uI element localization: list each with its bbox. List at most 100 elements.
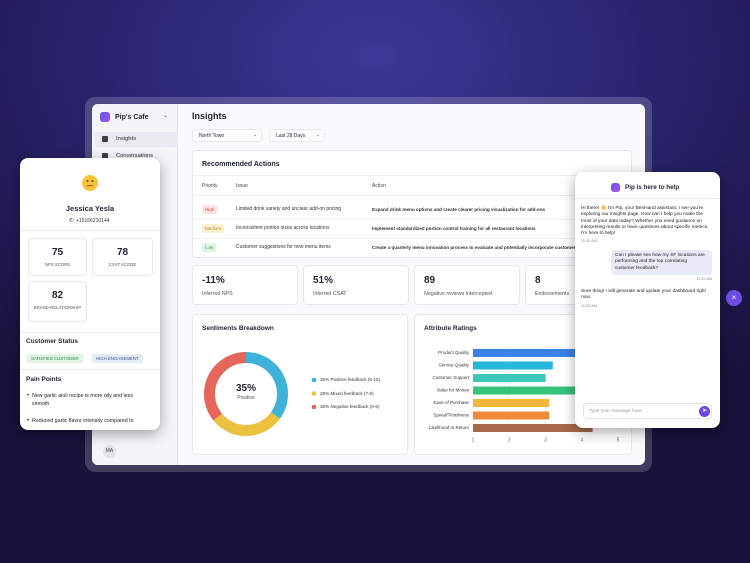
score-value: 78 bbox=[116, 247, 129, 258]
x-tick-label: 4 bbox=[580, 437, 583, 443]
score-label: BRAND RELATIONSHIP bbox=[33, 305, 82, 310]
legend-label: 36% Negative feedback (0-6) bbox=[320, 404, 380, 409]
issue-text: Limited drink variety and unclear add-on… bbox=[236, 206, 342, 212]
donut-center-caption: Positive bbox=[237, 395, 255, 401]
bullet: • bbox=[27, 393, 30, 399]
customer-emoji bbox=[82, 175, 98, 191]
section-title: Customer Status bbox=[26, 338, 79, 345]
send-button[interactable]: ➤ bbox=[699, 406, 710, 417]
nav-item[interactable]: Conversations bbox=[116, 153, 154, 159]
x-tick-label: 5 bbox=[617, 437, 620, 443]
nav-icon bbox=[102, 136, 108, 142]
stat-label: Negative reviews intercepted bbox=[424, 291, 493, 297]
card-title: Recommended Actions bbox=[202, 161, 280, 168]
nav-icon bbox=[102, 153, 108, 159]
sentiments-card: Sentiments Breakdown 35% Positive feedbac… bbox=[192, 314, 408, 455]
x-tick-label: 1 bbox=[472, 437, 475, 443]
category-label: Likelihood to Return bbox=[429, 425, 470, 430]
message-time: 11:32 AM bbox=[696, 277, 712, 281]
status-tag: HIGH ENGAGEMENT bbox=[92, 354, 143, 363]
priority-badge: Medium bbox=[202, 224, 225, 233]
nav-item[interactable]: Insights bbox=[116, 136, 136, 142]
card-title: Sentiments Breakdown bbox=[202, 325, 274, 332]
divider bbox=[193, 175, 633, 176]
close-chat-button[interactable]: × bbox=[726, 290, 742, 306]
customer-card: Jessica Yesla ✆ +15166210144 75 NPS SCORE 78 C… bbox=[20, 158, 160, 430]
bar bbox=[473, 424, 593, 432]
bar bbox=[473, 349, 597, 357]
chat-input[interactable]: Type your message here ➤ bbox=[583, 403, 712, 419]
bar bbox=[473, 374, 546, 382]
chat-message: Sure thing! I will generate and update y… bbox=[581, 289, 706, 301]
score-box: 75 NPS SCORE bbox=[28, 238, 87, 276]
priority-badge: High bbox=[202, 205, 218, 214]
legend-dot bbox=[311, 404, 317, 410]
category-label: Ease of Purchase bbox=[433, 400, 469, 405]
stat-value: 51% bbox=[313, 275, 334, 286]
column-header: Action bbox=[372, 183, 386, 189]
stat-label: Inferred NPS bbox=[202, 291, 233, 297]
legend-label: 35% Positive feedback (9-10) bbox=[320, 377, 381, 382]
chat-title: Pip is here to help bbox=[625, 184, 680, 191]
category-label: Speed/Timeliness bbox=[433, 413, 469, 418]
nav-selected-bg bbox=[95, 132, 178, 147]
issue-text: Customer suggestions for new menu items bbox=[236, 244, 331, 250]
chat-placeholder: Type your message here bbox=[589, 409, 642, 414]
stat-value: 8 bbox=[535, 275, 541, 286]
bar-chart: 1 2 3 4 5 Product Quality Service Quality Custo… bbox=[429, 346, 620, 443]
legend-label: 29% Mixed feedback (7-8) bbox=[320, 390, 374, 396]
score-label: CSAT SCORE bbox=[108, 262, 137, 267]
emoji-eye bbox=[86, 180, 89, 182]
filter-chevron: ⌄ bbox=[253, 132, 258, 138]
column-header: Issue bbox=[236, 183, 248, 189]
category-label: Service Quality bbox=[439, 363, 470, 368]
filter-dropdown[interactable]: North Town ⌄ bbox=[192, 129, 262, 142]
divider bbox=[193, 219, 633, 220]
score-label: NPS SCORE bbox=[44, 262, 71, 267]
stat-card: 89 Negative reviews intercepted bbox=[414, 265, 520, 305]
x-tick-label: 2 bbox=[508, 437, 511, 443]
divider bbox=[193, 195, 633, 196]
pain-point: Reduced garlic flavor intensity compared… bbox=[32, 418, 134, 424]
chat-message: Can I please see how my SF locations are… bbox=[611, 250, 712, 275]
score-value: 82 bbox=[51, 290, 64, 301]
emoji-mouth bbox=[86, 185, 94, 187]
divider bbox=[20, 230, 160, 231]
pain-point: New garlic aioli recipe is more oily and… bbox=[32, 393, 133, 407]
column-header: Priority bbox=[202, 183, 218, 189]
workspace-chevron[interactable]: ⌄ bbox=[163, 113, 169, 119]
issue-text: Inconsistent portion sizes across locati… bbox=[236, 225, 330, 231]
section-title: Pain Points bbox=[26, 376, 62, 383]
action-text: Implement standardized portion control t… bbox=[372, 226, 536, 231]
phone-icon: ✆ bbox=[69, 218, 74, 224]
customer-name: Jessica Yesla bbox=[65, 204, 115, 213]
category-label: Product Quality bbox=[438, 350, 470, 355]
priority-badge: Low bbox=[202, 243, 217, 252]
avatar[interactable]: MA bbox=[103, 445, 116, 458]
stat-value: 89 bbox=[424, 275, 436, 286]
page-title: Insights bbox=[192, 111, 227, 121]
status-tag: SATISFIED CUSTOMER bbox=[27, 354, 83, 363]
bar bbox=[473, 361, 553, 370]
filter-label: Last 28 Days bbox=[276, 133, 306, 139]
customer-phone: +15166210144 bbox=[76, 218, 110, 224]
donut-segment bbox=[204, 352, 288, 436]
donut-chart bbox=[204, 352, 317, 436]
filter-label: North Town bbox=[199, 133, 225, 139]
stat-card: 51% Inferred CSAT bbox=[303, 265, 409, 305]
bar bbox=[473, 399, 550, 407]
bar bbox=[473, 386, 586, 395]
emoji-face bbox=[82, 175, 98, 191]
recommended-actions-card: Recommended Actions Priority Issue Action Hi… bbox=[192, 150, 633, 258]
filter-dropdown[interactable]: Last 28 Days ⌄ bbox=[269, 129, 325, 142]
message-time: 11:32 AM bbox=[581, 304, 597, 308]
card-title: Attribute Ratings bbox=[424, 325, 477, 332]
divider bbox=[193, 238, 633, 239]
stat-value: -11% bbox=[202, 275, 225, 286]
action-text: Expand drink menu options and create cle… bbox=[372, 207, 546, 212]
chat-panel: Pip is here to help Hi there! 👋 I'm Pip, … bbox=[575, 172, 720, 428]
donut-segment bbox=[204, 352, 288, 436]
workspace-name[interactable]: Pip's Cafe bbox=[115, 114, 149, 121]
message-time: 11:30 AM bbox=[581, 239, 597, 243]
